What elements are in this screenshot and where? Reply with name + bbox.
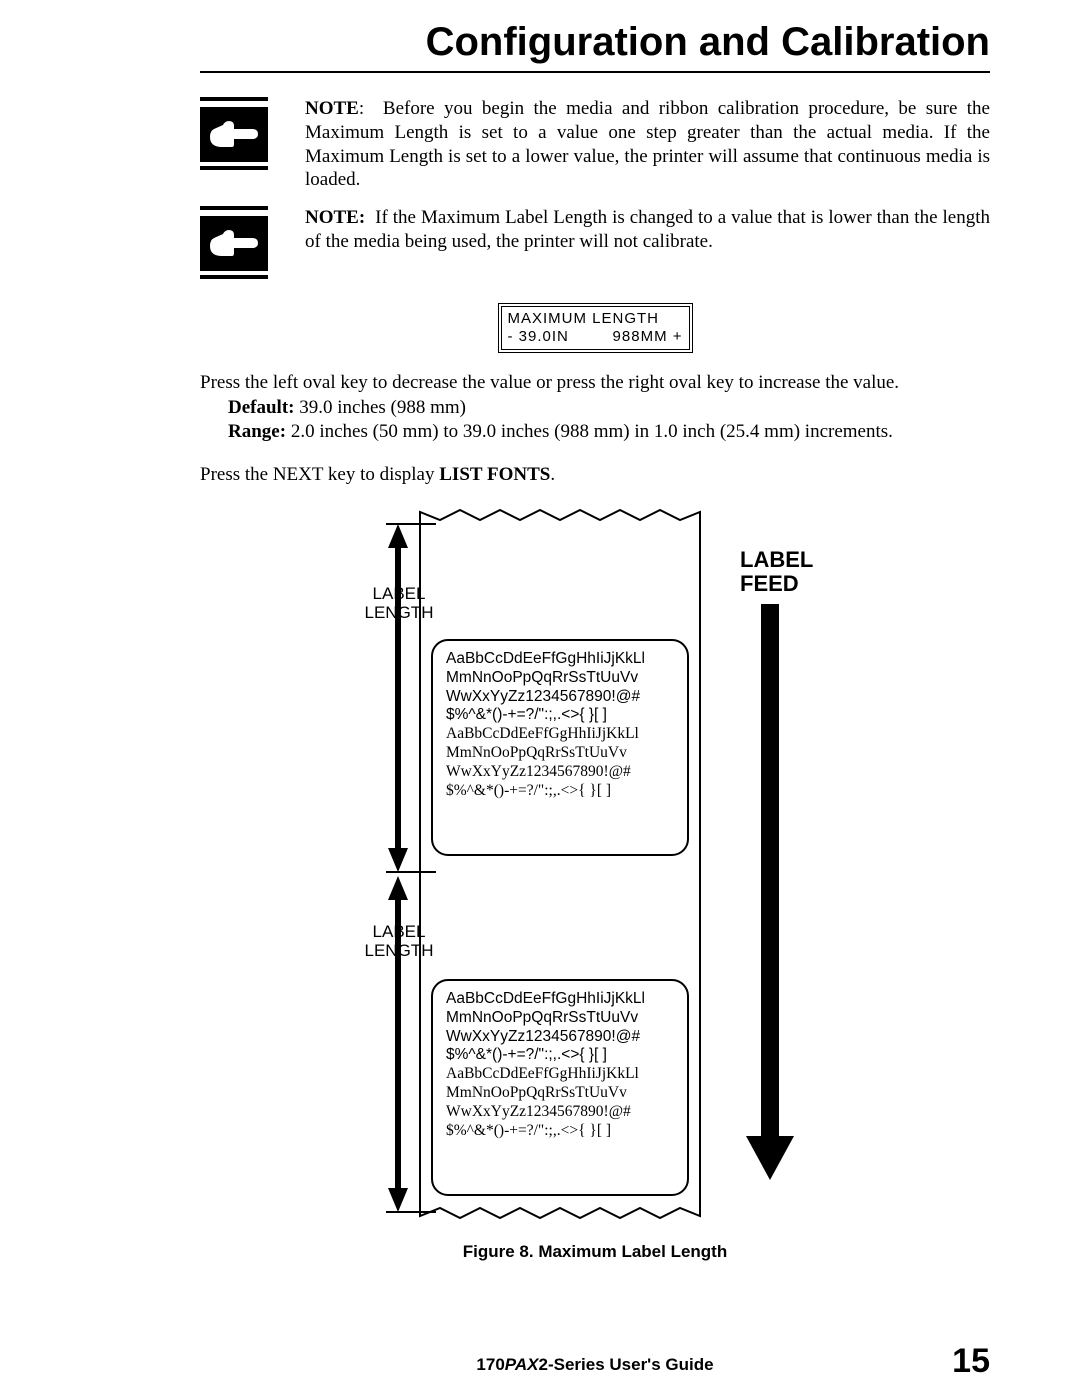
lcd-left: - 39.0IN (508, 328, 569, 346)
page-title: Configuration and Calibration (200, 20, 990, 65)
note-2-icon (200, 206, 275, 285)
label-feed: LABELFEED (740, 548, 813, 596)
range-label: Range: (228, 421, 286, 442)
pointing-hand-icon (200, 107, 268, 162)
note-1-icon (200, 97, 275, 176)
body-p2b: LIST FONTS (439, 464, 550, 485)
page-number: 15 (952, 1342, 990, 1381)
note-2-strong: NOTE: (305, 207, 365, 228)
note-1-text: NOTE: Before you begin the media and rib… (305, 97, 990, 192)
sample-text-2: AaBbCcDdEeFfGgHhIiJjKkLl MmNnOoPpQqRrSsT… (446, 990, 682, 1141)
lcd-display: MAXIMUM LENGTH - 39.0IN 988MM + (498, 303, 693, 353)
default-label: Default: (228, 397, 294, 418)
lcd-right: 988MM + (613, 328, 683, 346)
page-footer: 170PAX2-Series User's Guide 15 (200, 1355, 990, 1375)
label-length-1: LABELLENGTH (364, 584, 434, 623)
range-value: 2.0 inches (50 mm) to 39.0 inches (988 m… (286, 421, 893, 442)
note-2-text: NOTE: If the Maximum Label Length is cha… (305, 206, 990, 254)
figure-caption: Figure 8. Maximum Label Length (200, 1242, 990, 1262)
title-rule (200, 71, 990, 73)
label-length-2: LABELLENGTH (364, 922, 434, 961)
body-paragraphs: Press the left oval key to decrease the … (200, 371, 990, 488)
body-p2c: . (550, 464, 555, 485)
note-2-body: If the Maximum Label Length is changed t… (305, 207, 990, 252)
body-p1: Press the left oval key to decrease the … (200, 371, 990, 396)
note-1-strong: NOTE (305, 98, 359, 119)
body-p2a: Press the NEXT key to display (200, 464, 439, 485)
pointing-hand-icon (200, 216, 268, 271)
lcd-line-1: MAXIMUM LENGTH (508, 310, 683, 328)
page: Configuration and Calibration NOTE: Befo… (0, 0, 1080, 1397)
note-1: NOTE: Before you begin the media and rib… (200, 97, 990, 192)
sample-text-1: AaBbCcDdEeFfGgHhIiJjKkLl MmNnOoPpQqRrSsT… (446, 650, 682, 801)
footer-title: 170PAX2-Series User's Guide (200, 1355, 990, 1375)
figure-8: LABELLENGTH LABELLENGTH LABELFEED AaBbCc… (350, 500, 840, 1230)
note-2: NOTE: If the Maximum Label Length is cha… (200, 206, 990, 285)
note-1-body: : Before you begin the media and ribbon … (305, 98, 990, 190)
default-value: 39.0 inches (988 mm) (294, 397, 466, 418)
